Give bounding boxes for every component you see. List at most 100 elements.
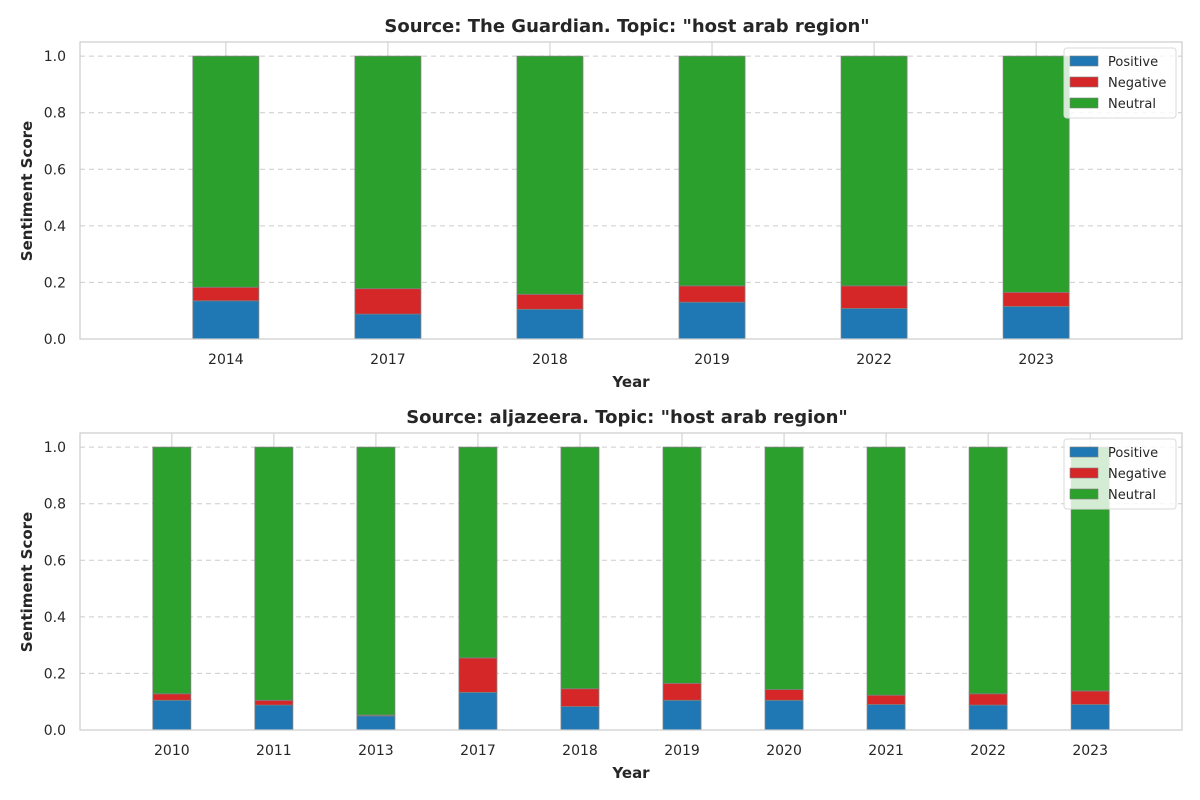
bar-neutral-2010 [152, 446, 192, 695]
y-tick-label: 1.0 [44, 440, 66, 456]
bar-positive-2011 [254, 704, 294, 731]
bar-negative-2020 [764, 689, 804, 701]
bar-positive-2017 [354, 313, 422, 340]
bar-positive-2023 [1070, 704, 1110, 731]
chart-guardian: Source: The Guardian. Topic: "host arab … [18, 16, 1183, 391]
chart-aljazeera: Source: aljazeera. Topic: "host arab reg… [18, 407, 1183, 782]
bar-neutral-2019 [662, 446, 702, 684]
legend-swatch-neutral [1069, 488, 1099, 500]
bar-negative-2022 [840, 285, 908, 309]
bar-negative-2018 [560, 688, 600, 707]
bar-negative-2018 [516, 293, 584, 310]
bar-positive-2022 [968, 704, 1008, 731]
bar-positive-2023 [1002, 306, 1070, 340]
bar-negative-2011 [254, 699, 294, 706]
y-tick-label: 0.2 [44, 666, 66, 682]
x-tick-label: 2021 [868, 743, 904, 759]
bar-positive-2017 [458, 691, 498, 731]
x-tick-label: 2022 [856, 352, 892, 368]
bar-positive-2020 [764, 699, 804, 731]
x-tick-label: 2023 [1018, 352, 1054, 368]
x-tick-label: 2017 [370, 352, 406, 368]
bar-positive-2010 [152, 699, 192, 731]
y-tick-label: 0.6 [44, 162, 66, 178]
bar-neutral-2019 [678, 55, 746, 287]
bar-negative-2023 [1070, 690, 1110, 705]
bar-positive-2021 [866, 704, 906, 731]
legend-swatch-negative [1069, 76, 1099, 88]
y-axis-label: Sentiment Score [18, 121, 36, 261]
bar-negative-2019 [678, 285, 746, 303]
x-axis-label: Year [611, 764, 650, 782]
chart-title: Source: aljazeera. Topic: "host arab reg… [406, 407, 848, 428]
bar-negative-2019 [662, 682, 702, 701]
x-tick-label: 2018 [532, 352, 568, 368]
bar-positive-2019 [678, 301, 746, 340]
bar-neutral-2021 [866, 446, 906, 696]
x-tick-label: 2018 [562, 743, 598, 759]
bar-neutral-2011 [254, 446, 294, 701]
plot-area: 0.0 0.2 0.4 0.6 0.8 1.0 2014 2017 2018 2019 2022 20… [44, 41, 1183, 368]
x-tick-label: 2010 [154, 743, 190, 759]
legend-swatch-positive [1069, 55, 1099, 67]
y-tick-label: 0.6 [44, 553, 66, 569]
bar-neutral-2014 [192, 55, 260, 288]
plot-frame [79, 41, 1183, 340]
x-tick-label: 2019 [694, 352, 730, 368]
y-tick-label: 0.8 [44, 106, 66, 122]
bar-neutral-2022 [968, 446, 1008, 695]
bar-negative-2021 [866, 694, 906, 705]
bar-neutral-2017 [458, 446, 498, 659]
legend: Positive Negative Neutral [1063, 438, 1177, 510]
legend-swatch-negative [1069, 467, 1099, 479]
bar-neutral-2020 [764, 446, 804, 690]
y-tick-label: 0.4 [44, 610, 66, 626]
bar-positive-2018 [560, 706, 600, 731]
x-tick-label: 2022 [970, 743, 1006, 759]
bar-negative-2017 [458, 657, 498, 693]
plot-frame [79, 432, 1183, 731]
bar-positive-2014 [192, 300, 260, 340]
bar-negative-2023 [1002, 291, 1070, 307]
chart-title: Source: The Guardian. Topic: "host arab … [384, 16, 869, 37]
x-tick-label: 2017 [460, 743, 496, 759]
bar-negative-2017 [354, 288, 422, 315]
plot-area: 0.0 0.2 0.4 0.6 0.8 1.0 2010 2011 2013 2017 2018 20… [44, 432, 1183, 759]
legend-label-positive: Positive [1108, 55, 1158, 70]
y-tick-label: 0.0 [44, 723, 66, 739]
bar-neutral-2018 [560, 446, 600, 690]
legend: Positive Negative Neutral [1063, 47, 1177, 119]
bar-neutral-2013 [356, 446, 396, 716]
bar-neutral-2023 [1002, 55, 1070, 293]
x-tick-label: 2013 [358, 743, 394, 759]
bar-neutral-2017 [354, 55, 422, 290]
bar-positive-2022 [840, 308, 908, 340]
legend-swatch-neutral [1069, 97, 1099, 109]
bar-negative-2010 [152, 693, 192, 701]
y-tick-label: 0.4 [44, 219, 66, 235]
bar-neutral-2022 [840, 55, 908, 287]
legend-label-positive: Positive [1108, 446, 1158, 461]
legend-label-negative: Negative [1108, 467, 1166, 482]
legend-label-neutral: Neutral [1108, 488, 1156, 503]
legend-label-negative: Negative [1108, 76, 1166, 91]
bar-positive-2019 [662, 699, 702, 731]
y-tick-label: 0.8 [44, 497, 66, 513]
bar-positive-2013 [356, 715, 396, 731]
bar-negative-2014 [192, 286, 260, 302]
y-tick-label: 0.2 [44, 275, 66, 291]
y-tick-label: 1.0 [44, 49, 66, 65]
bar-neutral-2018 [516, 55, 584, 295]
y-axis-label: Sentiment Score [18, 512, 36, 652]
x-tick-label: 2019 [664, 743, 700, 759]
legend-swatch-positive [1069, 446, 1099, 458]
bar-positive-2018 [516, 308, 584, 340]
bar-negative-2022 [968, 693, 1008, 706]
x-axis-label: Year [611, 373, 650, 391]
x-tick-label: 2011 [256, 743, 292, 759]
x-tick-label: 2020 [766, 743, 802, 759]
legend-label-neutral: Neutral [1108, 97, 1156, 112]
x-tick-label: 2014 [208, 352, 244, 368]
y-tick-label: 0.0 [44, 332, 66, 348]
